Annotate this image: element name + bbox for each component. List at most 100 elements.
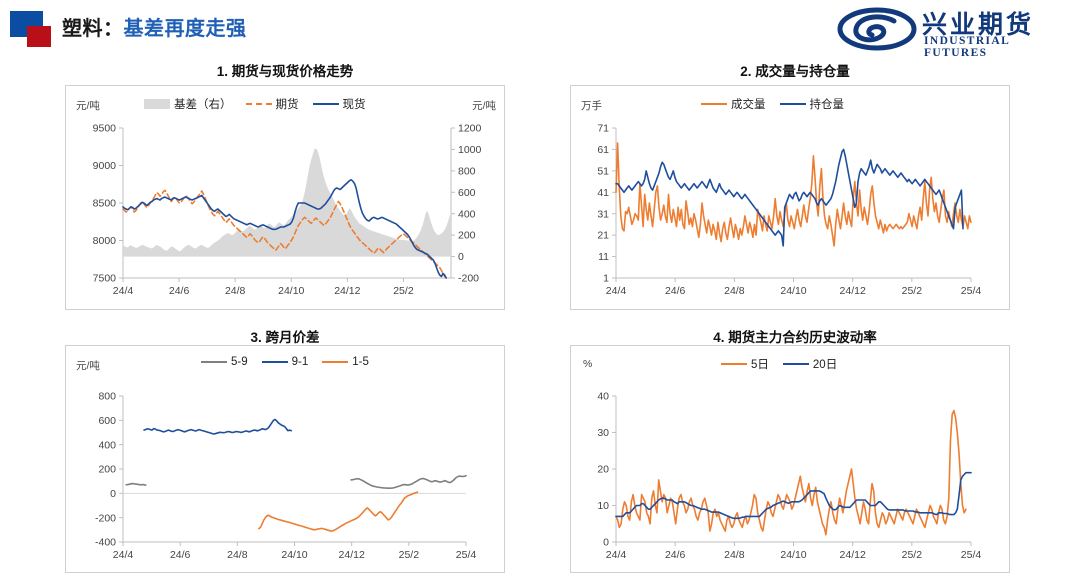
legend-item: 成交量 — [701, 96, 766, 112]
chart1-legend: 基差（右） 期货 现货 — [144, 96, 366, 112]
y2-tick-label: 1000 — [458, 144, 482, 156]
x-tick-label: 24/4 — [606, 549, 627, 561]
y-tick-label: 200 — [98, 464, 116, 476]
legend-swatch-line — [261, 361, 288, 363]
page-title-accent: 基差再度走强 — [123, 18, 247, 40]
company-name-en: INDUSTRIAL FUTURES — [924, 35, 1010, 59]
x-tick-label: 24/10 — [281, 549, 307, 561]
x-tick-label: 25/4 — [961, 285, 982, 297]
legend-label: 成交量 — [731, 99, 766, 111]
x-tick-label: 24/4 — [606, 285, 627, 297]
y2-tick-label: 1200 — [458, 123, 482, 135]
legend-item: 基差（右） — [144, 96, 232, 112]
x-tick-label: 24/8 — [724, 285, 745, 297]
y2-tick-label: 600 — [458, 187, 476, 199]
series-line — [350, 474, 467, 489]
legend-label: 期货 — [275, 99, 299, 111]
chart3-title: 3. 跨月价差 — [250, 330, 320, 345]
x-tick-label: 24/8 — [724, 549, 745, 561]
page-title: 塑料：基差再度走强 — [62, 12, 247, 41]
legend-label: 现货 — [342, 99, 366, 111]
legend-item: 1-5 — [322, 356, 369, 368]
chart2-legend: 成交量 持仓量 — [701, 96, 844, 112]
series-line — [125, 482, 147, 486]
legend-item: 期货 — [245, 96, 299, 112]
x-tick-label: 25/4 — [456, 549, 477, 561]
y-tick-label: 31 — [597, 208, 609, 220]
chart1-title: 1. 期货与现货价格走势 — [216, 64, 354, 79]
series-line — [143, 418, 293, 435]
y2-tick-label: -200 — [458, 273, 479, 285]
x-tick-label: 24/10 — [780, 285, 806, 297]
chart4-left-unit: % — [583, 358, 593, 370]
legend-swatch-line — [701, 103, 727, 105]
y-tick-label: 0 — [110, 488, 116, 500]
y-tick-label: 1 — [603, 273, 609, 285]
y-tick-label: 20 — [597, 464, 609, 476]
series-line — [615, 148, 964, 247]
y-tick-label: 51 — [597, 165, 609, 177]
y2-tick-label: 200 — [458, 230, 476, 242]
legend-swatch-line — [779, 103, 806, 105]
series-line — [122, 179, 447, 279]
x-tick-label: 24/8 — [225, 285, 246, 297]
series-line — [615, 409, 967, 536]
chart1-right-unit: 元/吨 — [472, 100, 496, 112]
legend-swatch-line — [721, 363, 747, 365]
x-tick-label: 24/6 — [665, 285, 686, 297]
chart2-title: 2. 成交量与持仓量 — [740, 64, 850, 79]
x-tick-label: 24/12 — [840, 285, 866, 297]
x-tick-label: 24/6 — [170, 549, 191, 561]
y-tick-label: 8000 — [93, 235, 117, 247]
decorative-square-logo — [10, 11, 56, 47]
chart3-legend: 5-9 9-1 1-5 — [201, 356, 369, 368]
company-name-cn: 兴业期货 — [922, 10, 1035, 39]
y2-tick-label: 400 — [458, 208, 476, 220]
legend-label: 20日 — [812, 359, 838, 371]
y-tick-label: 400 — [98, 439, 116, 451]
y-tick-label: 10 — [597, 500, 609, 512]
legend-swatch-dashed — [245, 103, 272, 105]
series-area — [123, 148, 451, 257]
y-tick-label: 41 — [597, 187, 609, 199]
legend-label: 基差（右） — [174, 99, 232, 111]
x-tick-label: 25/2 — [902, 285, 923, 297]
series-line — [615, 471, 972, 520]
chart4-legend: 5日 20日 — [721, 356, 837, 372]
y-tick-label: 61 — [597, 144, 609, 156]
x-tick-label: 24/6 — [169, 285, 190, 297]
x-tick-label: 25/2 — [902, 549, 923, 561]
chart3-panel: 元/吨 5-9 9-1 1-5 -400 -200 0 200 400 600 800 24/4 2… — [65, 345, 505, 573]
legend-swatch-line — [322, 361, 349, 363]
y2-tick-label: 0 — [458, 251, 464, 263]
company-logo-icon — [837, 7, 917, 51]
legend-label: 1-5 — [352, 356, 369, 368]
x-tick-label: 24/10 — [278, 285, 304, 297]
y-tick-label: 7500 — [93, 273, 117, 285]
chart4-title: 4. 期货主力合约历史波动率 — [713, 330, 877, 345]
chart4-plot: 0 10 20 30 40 24/4 24/6 24/8 24/10 24/12 25/2 25/4 — [597, 391, 982, 561]
page-header: 塑料：基差再度走强 兴业期货 INDUSTRIAL FUTURES — [0, 0, 1080, 59]
legend-label: 9-1 — [291, 356, 309, 368]
chart2-panel: 万手 成交量 持仓量 1 11 21 31 41 51 61 71 24/4 24/6 24/8 24/… — [570, 85, 1010, 310]
legend-item: 现货 — [312, 96, 366, 112]
y-tick-label: 800 — [98, 391, 116, 403]
chart4-panel: % 5日 20日 0 10 20 30 40 24/4 24/6 24/8 24/10 24/12 2… — [570, 345, 1010, 573]
x-tick-label: 25/2 — [399, 549, 420, 561]
x-tick-label: 24/12 — [334, 285, 360, 297]
logo-red-square — [27, 26, 51, 47]
legend-item: 20日 — [782, 356, 838, 372]
y-tick-label: 21 — [597, 230, 609, 242]
chart2-left-unit: 万手 — [581, 100, 602, 112]
y-tick-label: 9000 — [93, 160, 117, 172]
y-tick-label: 600 — [98, 415, 116, 427]
x-tick-label: 25/4 — [961, 549, 982, 561]
y-tick-label: 71 — [597, 123, 609, 135]
legend-swatch-line — [201, 361, 227, 363]
legend-swatch-area — [144, 99, 170, 109]
x-tick-label: 24/10 — [780, 549, 806, 561]
x-tick-label: 24/4 — [113, 549, 134, 561]
y-tick-label: 9500 — [93, 123, 117, 135]
